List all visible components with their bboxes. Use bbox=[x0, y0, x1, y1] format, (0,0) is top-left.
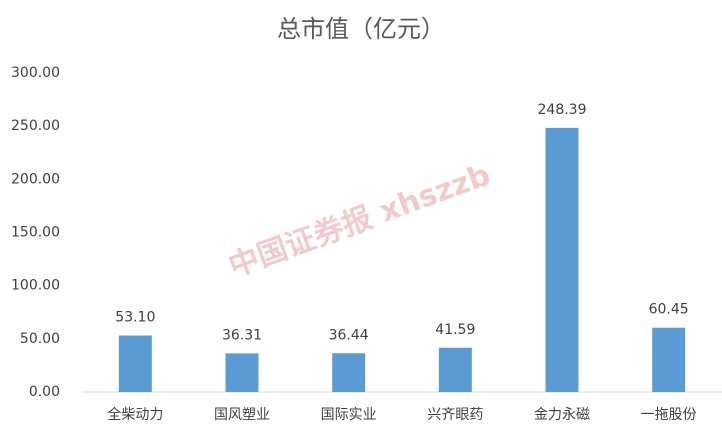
watermark: 中国证券报 xhszzb bbox=[224, 158, 495, 285]
value-label: 41.59 bbox=[435, 322, 475, 338]
y-tick-label: 100.00 bbox=[11, 278, 60, 294]
y-tick-label: 50.00 bbox=[20, 331, 60, 347]
y-tick-label: 0.00 bbox=[29, 384, 60, 400]
y-tick-label: 250.00 bbox=[11, 118, 60, 134]
bar bbox=[332, 353, 366, 392]
x-tick-label: 一拖股份 bbox=[641, 407, 697, 423]
y-tick-label: 150.00 bbox=[11, 225, 60, 241]
value-label: 36.31 bbox=[222, 327, 262, 343]
y-tick-label: 300.00 bbox=[11, 65, 60, 81]
x-tick-label: 金力永磁 bbox=[534, 407, 590, 423]
x-tick-label: 兴齐眼药 bbox=[427, 407, 483, 423]
x-tick-label: 全柴动力 bbox=[107, 406, 163, 423]
x-tick-label: 国风塑业 bbox=[214, 407, 270, 423]
bar bbox=[225, 353, 259, 392]
value-label: 36.44 bbox=[329, 327, 369, 343]
value-label: 60.45 bbox=[649, 302, 689, 318]
y-tick-label: 200.00 bbox=[11, 171, 60, 187]
bar bbox=[438, 347, 472, 392]
x-tick-label: 国际实业 bbox=[321, 407, 377, 423]
value-label: 53.10 bbox=[115, 310, 155, 326]
value-label: 248.39 bbox=[538, 102, 587, 118]
bar bbox=[545, 127, 579, 392]
chart-title: 总市值（亿元） bbox=[277, 15, 445, 43]
bar bbox=[652, 327, 686, 392]
bar bbox=[118, 335, 152, 392]
